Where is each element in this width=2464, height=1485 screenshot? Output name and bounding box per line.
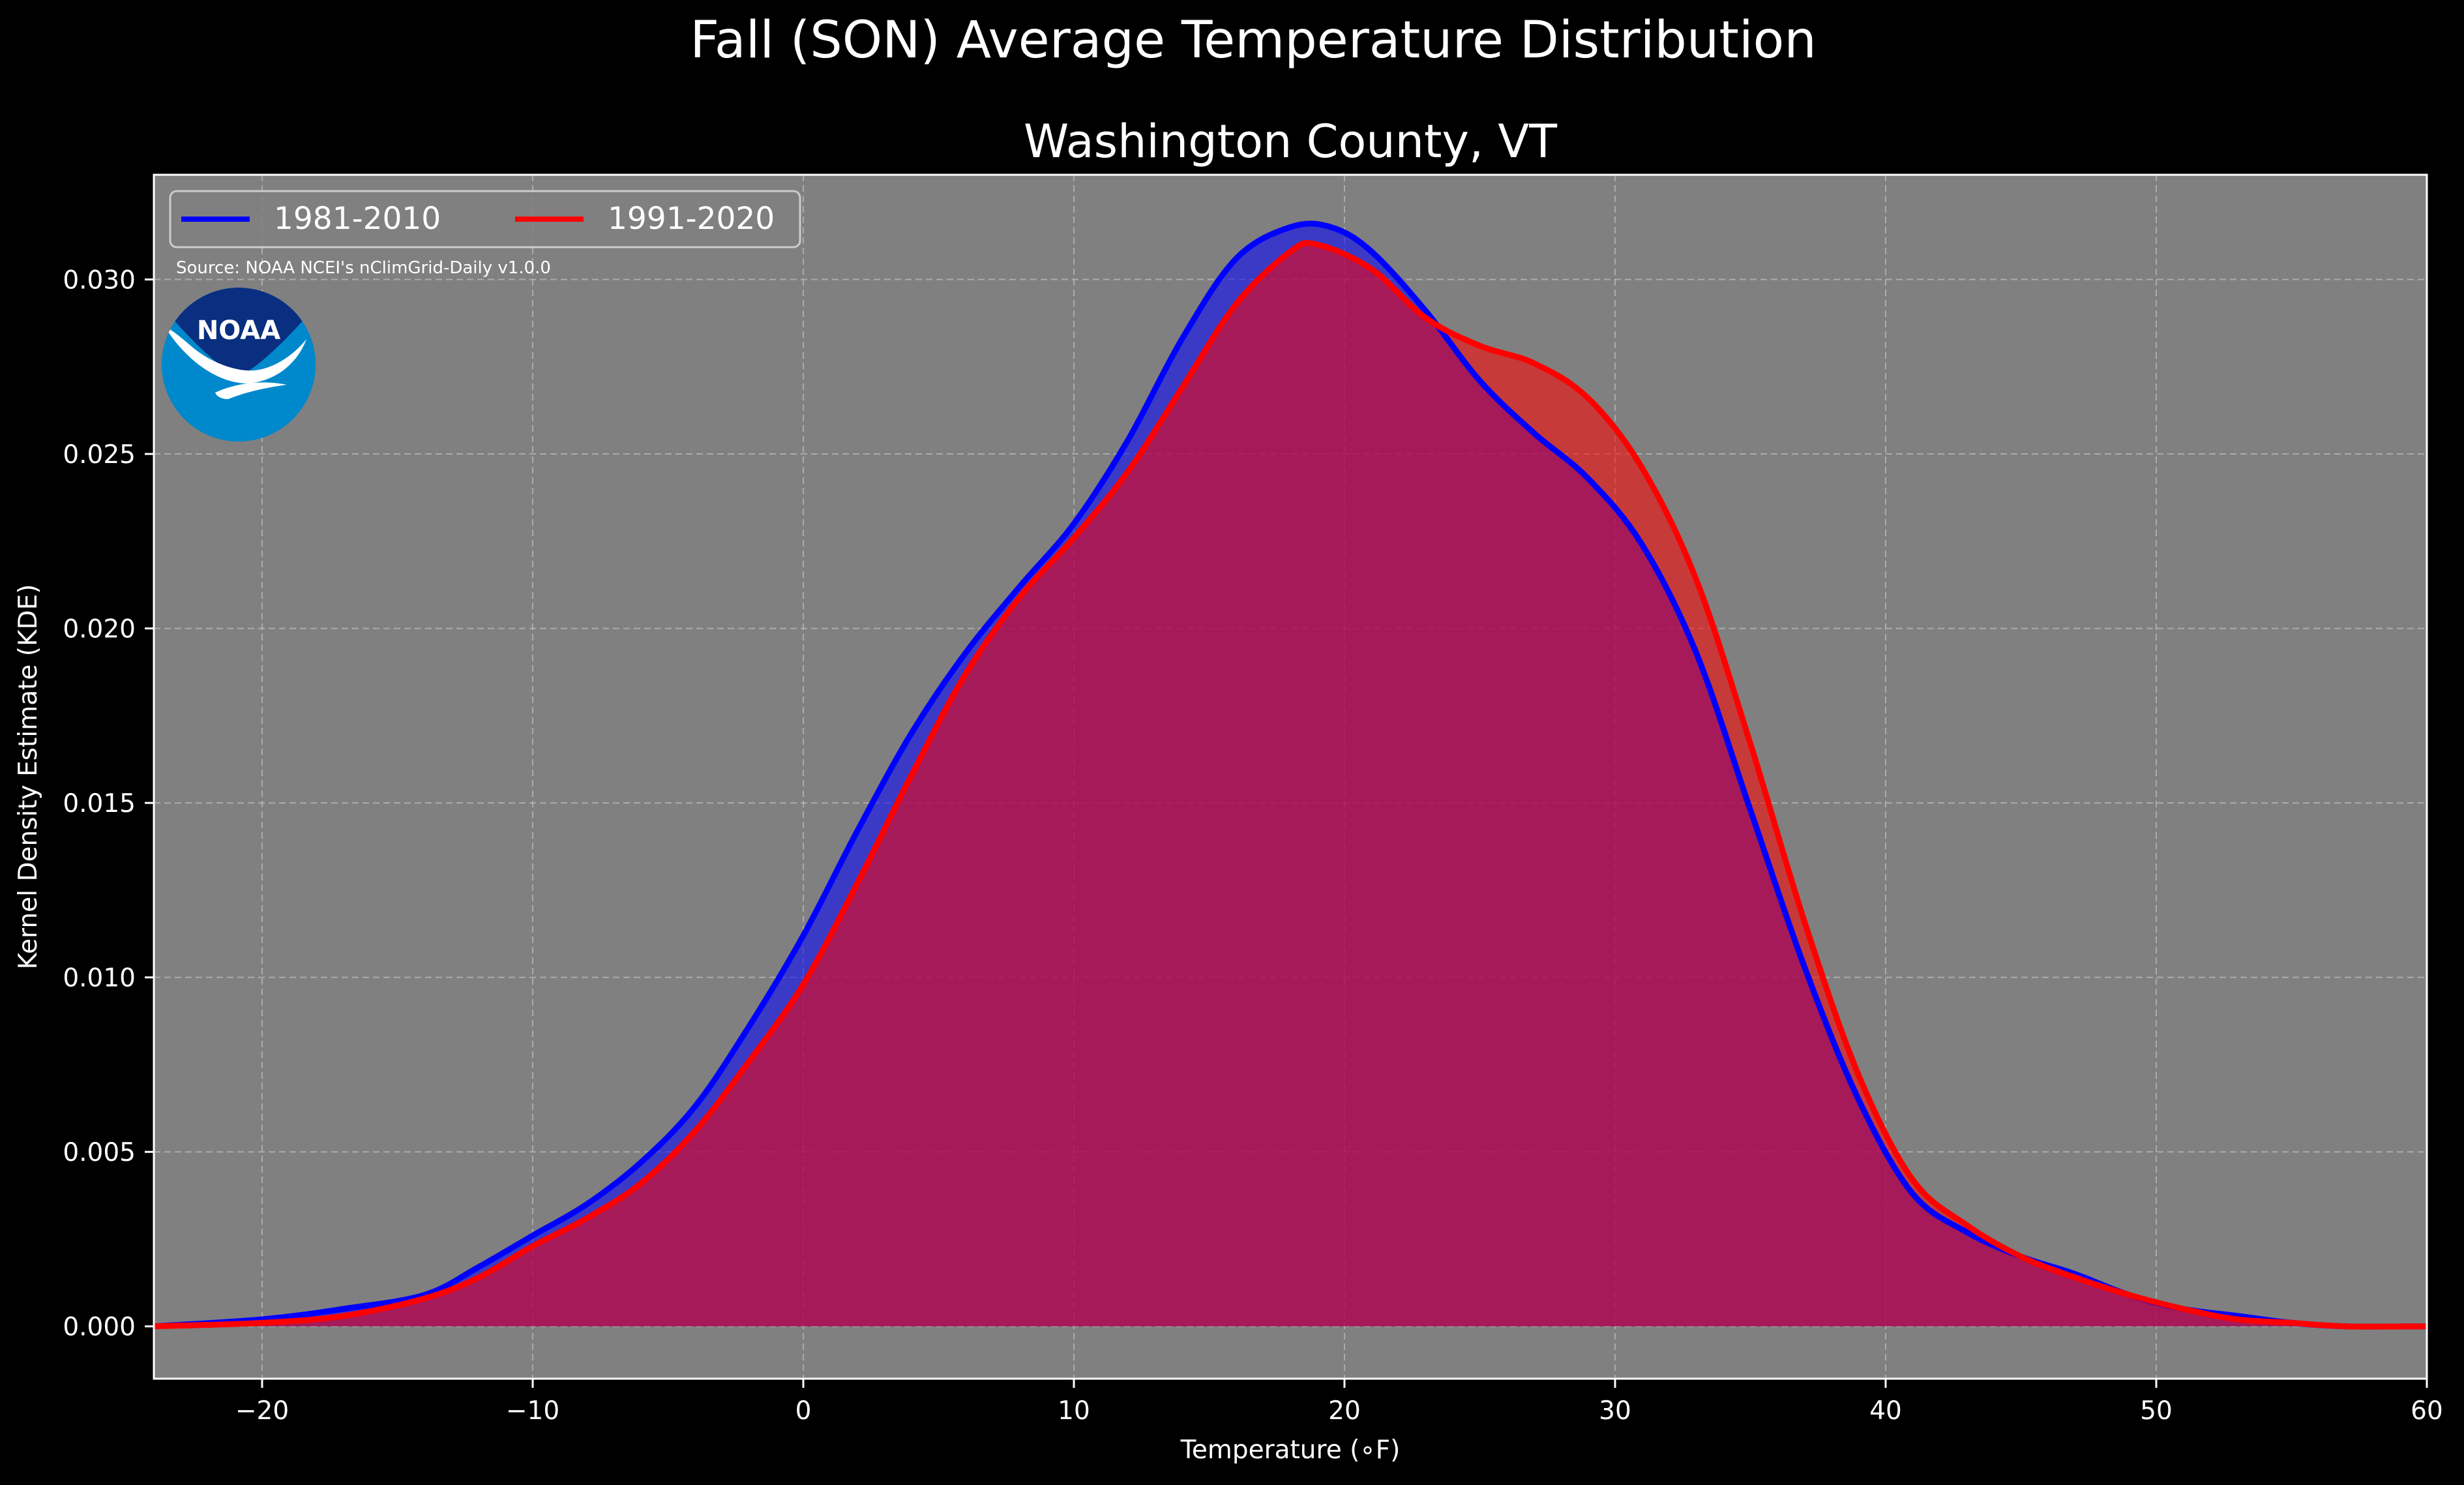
y-tick-label: 0.005 — [63, 1138, 136, 1167]
grid-lines — [154, 175, 2427, 1379]
y-axis: 0.000 0.005 0.010 0.015 0.020 0.025 0.030 — [63, 266, 154, 1342]
plot-frame — [153, 173, 2428, 1380]
area-fill-1991-2020 — [154, 243, 2427, 1327]
x-tick-label: 50 — [2140, 1396, 2173, 1426]
y-tick-label: 0.030 — [63, 266, 136, 295]
y-tick-label: 0.000 — [63, 1313, 136, 1342]
x-tick-label: 0 — [795, 1396, 812, 1426]
figure-title: Fall (SON) Average Temperature Distribut… — [690, 11, 1817, 70]
legend-box — [169, 190, 801, 248]
series-line-1991-2020 — [154, 239, 2427, 1330]
x-tick-label: −20 — [235, 1396, 289, 1426]
x-tick-label: 10 — [1058, 1396, 1090, 1426]
legend-label-1981-2010: 1981-2010 — [274, 201, 441, 237]
legend: 1981-2010 1991-2020 — [169, 190, 801, 248]
chart-title: Washington County, VT — [1024, 115, 1557, 168]
x-axis: −20 −10 0 10 20 30 40 50 60 — [235, 1379, 2443, 1426]
x-axis-label: Temperature (∘F) — [1180, 1435, 1401, 1465]
y-tick-label: 0.025 — [63, 440, 136, 470]
x-tick-label: 30 — [1599, 1396, 1631, 1426]
source-annotation: Source: NOAA NCEI's nClimGrid-Daily v1.0… — [176, 258, 551, 278]
series-line-1981-2010 — [154, 220, 2427, 1330]
x-tick-label: 40 — [1869, 1396, 1902, 1426]
y-tick-label: 0.020 — [63, 615, 136, 644]
legend-label-1991-2020: 1991-2020 — [608, 201, 775, 237]
y-axis-label: Kernel Density Estimate (KDE) — [14, 584, 43, 970]
noaa-logo-text: NOAA — [197, 316, 280, 346]
x-tick-label: 60 — [2411, 1396, 2443, 1426]
x-tick-label: −10 — [506, 1396, 559, 1426]
y-tick-label: 0.015 — [63, 789, 136, 818]
series-layer — [154, 220, 2427, 1330]
y-tick-label: 0.010 — [63, 964, 136, 993]
noaa-logo-icon: NOAA — [162, 288, 316, 442]
x-tick-label: 20 — [1328, 1396, 1361, 1426]
